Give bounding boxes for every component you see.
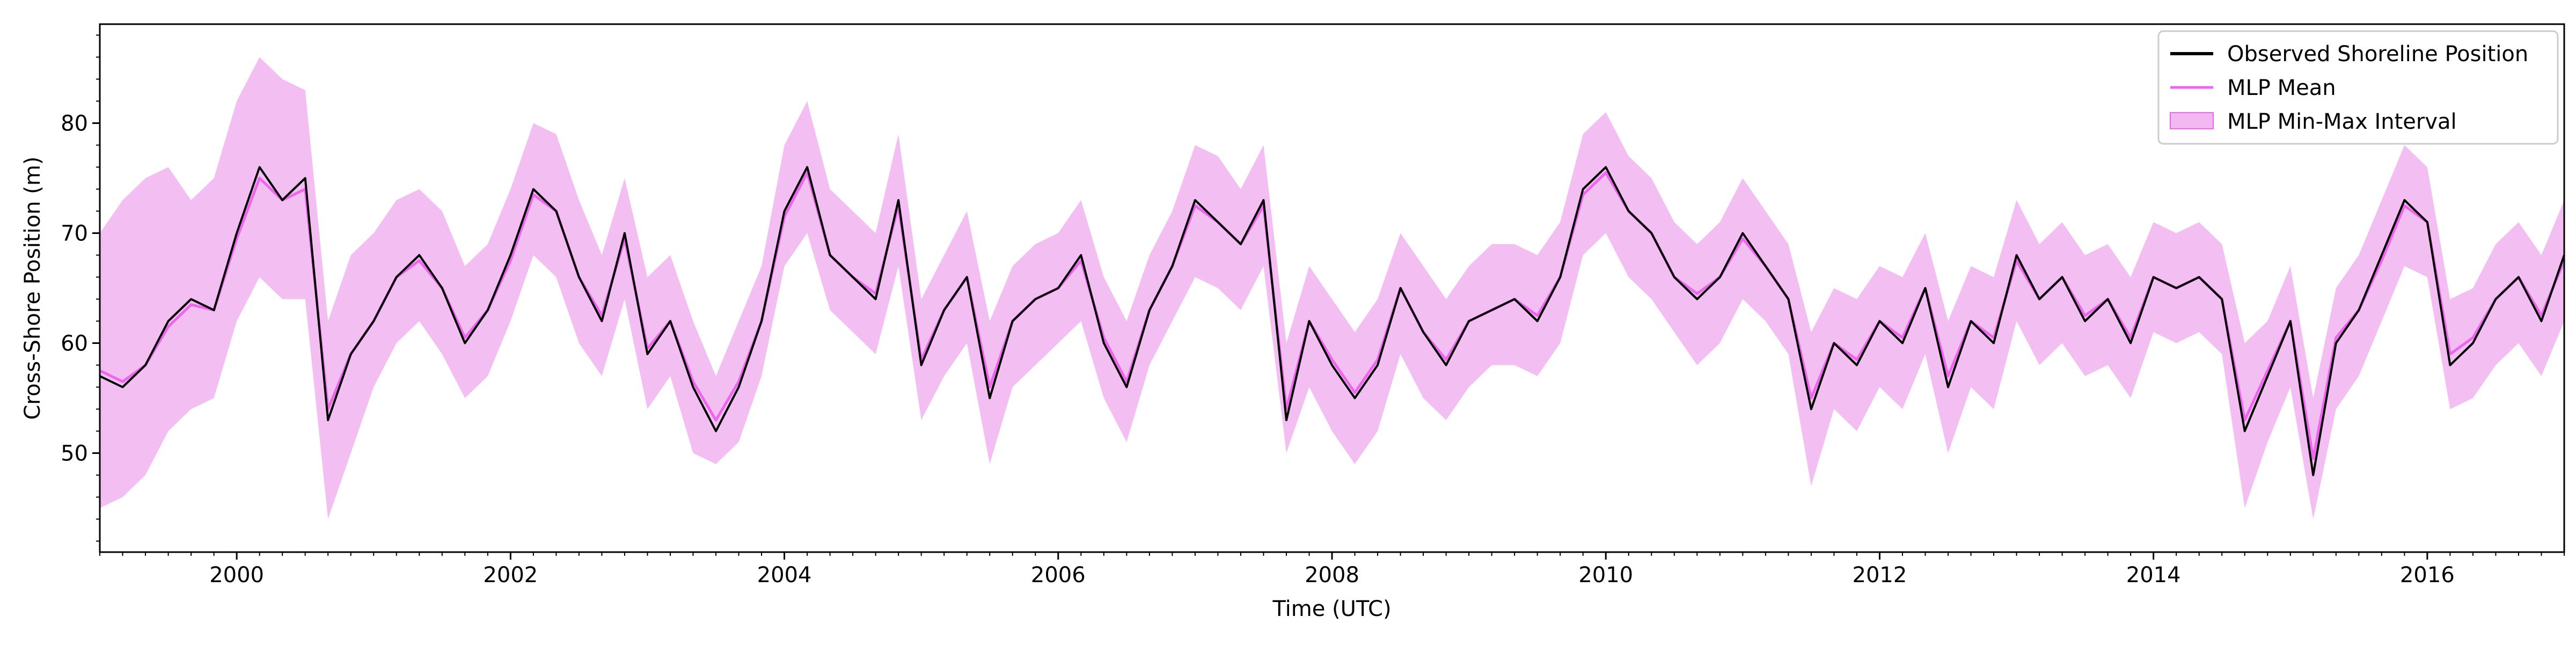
y-tick-label: 70 bbox=[61, 222, 88, 246]
x-tick-label: 2008 bbox=[1305, 563, 1359, 588]
x-axis-label: Time (UTC) bbox=[1272, 597, 1391, 621]
legend-label-observed: Observed Shoreline Position bbox=[2227, 42, 2528, 67]
x-tick-label: 2014 bbox=[2126, 563, 2181, 588]
x-axis: 2000 2002 2004 2006 2008 2010 2012 2014 2016 bbox=[99, 552, 2565, 588]
x-tick-label: 2000 bbox=[209, 563, 264, 588]
x-tick-label: 2004 bbox=[757, 563, 812, 588]
interval-layer bbox=[100, 57, 2564, 519]
x-tick-label: 2010 bbox=[1578, 563, 1633, 588]
legend-label-interval: MLP Min-Max Interval bbox=[2227, 109, 2457, 134]
interval-band bbox=[100, 57, 2564, 519]
y-tick-label: 60 bbox=[61, 332, 88, 356]
x-tick-label: 2006 bbox=[1031, 563, 1086, 588]
observed-layer bbox=[99, 166, 2565, 476]
x-tick-label: 2002 bbox=[483, 563, 538, 588]
y-axis-label: Cross-Shore Position (m) bbox=[20, 157, 45, 420]
x-tick-label: 2016 bbox=[2400, 563, 2455, 588]
legend-box bbox=[2157, 30, 2559, 145]
y-tick-label: 50 bbox=[61, 442, 88, 466]
y-tick-label: 80 bbox=[61, 112, 88, 136]
legend: Observed Shoreline Position MLP Mean MLP… bbox=[2157, 30, 2559, 145]
legend-label-mean: MLP Mean bbox=[2227, 76, 2336, 100]
x-tick-label: 2012 bbox=[1853, 563, 1907, 588]
y-axis: 50 60 70 80 bbox=[61, 34, 100, 542]
series-observed-line bbox=[99, 166, 2565, 476]
legend-swatch-interval bbox=[2170, 112, 2214, 129]
